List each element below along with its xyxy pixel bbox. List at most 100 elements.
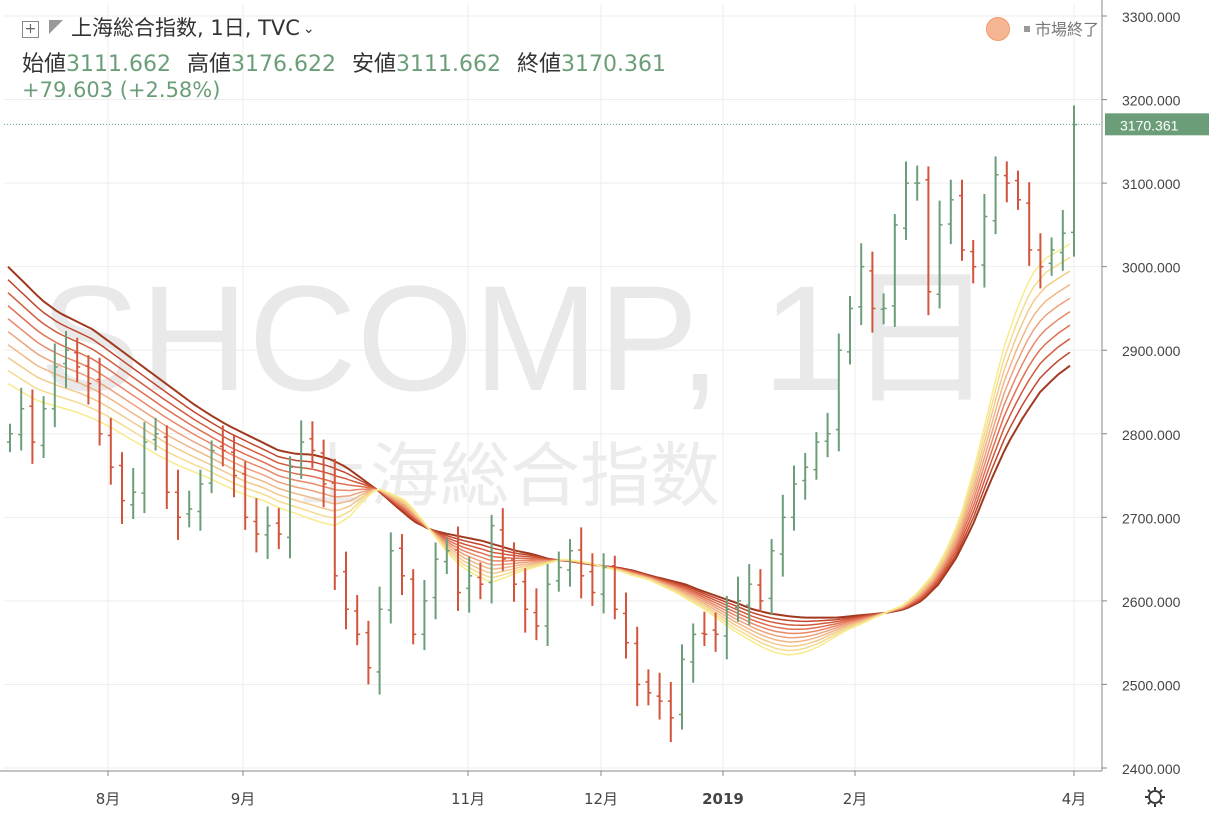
status-square-icon (1023, 26, 1030, 32)
ohlc-bar (824, 412, 831, 458)
ohlc-readout: 始値3111.662 高値3176.622 安値3111.662 終値3170.361 (22, 46, 682, 78)
ohlc-bar (847, 295, 853, 365)
ohlc-bar (141, 422, 148, 514)
ohlc-bar (163, 425, 170, 509)
ohlc-bar (477, 562, 484, 600)
market-status: 市場終了 (985, 16, 1099, 41)
ohlc-bar (1026, 182, 1033, 266)
ma-ribbon (7, 243, 1071, 656)
gear-tooth (1159, 789, 1163, 793)
open-label: 始値 (22, 52, 67, 77)
price-bars (7, 105, 1077, 743)
price-tick-label: 3300.000 (1122, 9, 1181, 25)
price-tick-label: 2800.000 (1122, 427, 1181, 443)
ohlc-bar (410, 569, 417, 645)
ohlc-bar (74, 337, 81, 382)
watermark-symbol: SHCOMP, 1日 (40, 254, 996, 422)
ohlc-bar (1015, 170, 1021, 210)
ohlc-bar (970, 239, 977, 284)
ohlc-bar (567, 539, 573, 587)
time-tick-label: 12月 (584, 790, 618, 808)
time-tick-label: 9月 (231, 790, 256, 808)
ohlc-bar (992, 156, 999, 235)
ohlc-bar (555, 551, 562, 592)
ohlc-bar (768, 539, 775, 616)
gear-tooth (1147, 801, 1151, 805)
ohlc-bar (690, 623, 697, 683)
chevron-down-icon[interactable]: ⌄ (302, 21, 315, 37)
ohlc-bar (152, 417, 159, 451)
ohlc-bar (175, 469, 181, 540)
ohlc-bar (891, 214, 898, 327)
ohlc-bar (623, 592, 629, 659)
ohlc-bar (96, 357, 103, 446)
ohlc-bar (107, 417, 114, 485)
ohlc-bar (7, 423, 13, 453)
gear-icon[interactable] (1145, 787, 1165, 807)
ohlc-bar (443, 538, 450, 575)
time-axis[interactable]: 8月 9月 11月 12月 2019 2月 4月 (0, 770, 1165, 808)
symbol-title[interactable]: 上海総合指数, 1日, TVC (71, 16, 300, 40)
collapse-icon[interactable]: + (22, 21, 39, 38)
ohlc-bar (197, 469, 204, 531)
ohlc-bar (578, 527, 585, 599)
time-tick-label: 8月 (96, 790, 121, 808)
ohlc-bar (925, 166, 932, 316)
ohlc-bar (959, 179, 965, 261)
ohlc-bar (903, 161, 909, 240)
price-axis[interactable]: 3300.000 3200.000 3100.000 3000.000 2900.000… (1101, 0, 1209, 777)
ohlc-bar (399, 534, 405, 596)
time-tick-label: 4月 (1062, 790, 1087, 808)
ohlc-bar (522, 568, 529, 633)
ohlc-bar (264, 506, 271, 560)
ohlc-bar (130, 468, 137, 520)
ohlc-bar (29, 389, 36, 464)
price-tick-label: 3200.000 (1122, 93, 1181, 109)
gear-tooth (1159, 801, 1163, 805)
ohlc-bar (488, 514, 495, 604)
ohlc-bar (600, 553, 607, 614)
ohlc-bar (712, 612, 719, 652)
ohlc-bar (208, 440, 215, 494)
ohlc-bar (679, 644, 685, 730)
market-status-label: 市場終了 (1034, 20, 1099, 39)
time-tick-label: 11月 (451, 790, 485, 808)
ohlc-bar (343, 551, 349, 630)
ohlc-bar (287, 456, 293, 559)
last-price-label: 3170.361 (1120, 117, 1179, 133)
ohlc-bar (723, 595, 730, 660)
open-value: 3111.662 (66, 52, 171, 77)
ohlc-bar (499, 508, 506, 571)
price-tick-label: 2400.000 (1122, 761, 1181, 777)
ohlc-bar (813, 432, 820, 480)
ohlc-bar (242, 461, 249, 530)
ohlc-bar (253, 498, 260, 553)
price-change: +79.603 (+2.58%) (22, 78, 221, 102)
ohlc-bar (387, 532, 394, 624)
ohlc-bar (298, 420, 305, 479)
ohlc-bar (656, 672, 663, 720)
watermark: SHCOMP, 1日 上海総合指数 (40, 254, 996, 517)
ohlc-bar (936, 200, 943, 309)
ribbon-line (7, 243, 1071, 656)
watermark-name: 上海総合指数 (300, 435, 720, 517)
ohlc-bar (1048, 237, 1055, 276)
price-tick-label: 3100.000 (1122, 176, 1181, 192)
ohlc-bar (1003, 161, 1010, 203)
ohlc-bar (331, 458, 338, 591)
flag-icon[interactable] (49, 20, 63, 34)
low-label: 安値 (352, 52, 397, 77)
ohlc-bar (51, 343, 58, 428)
ohlc-bar (611, 555, 618, 620)
ohlc-bar (1037, 233, 1044, 289)
ohlc-bar (645, 669, 652, 706)
ohlc-bar (757, 569, 764, 612)
ohlc-bar (432, 542, 439, 620)
ohlc-bar (880, 293, 887, 325)
ohlc-bar (544, 564, 551, 647)
ohlc-bar (119, 452, 125, 525)
ohlc-bar (466, 556, 473, 613)
